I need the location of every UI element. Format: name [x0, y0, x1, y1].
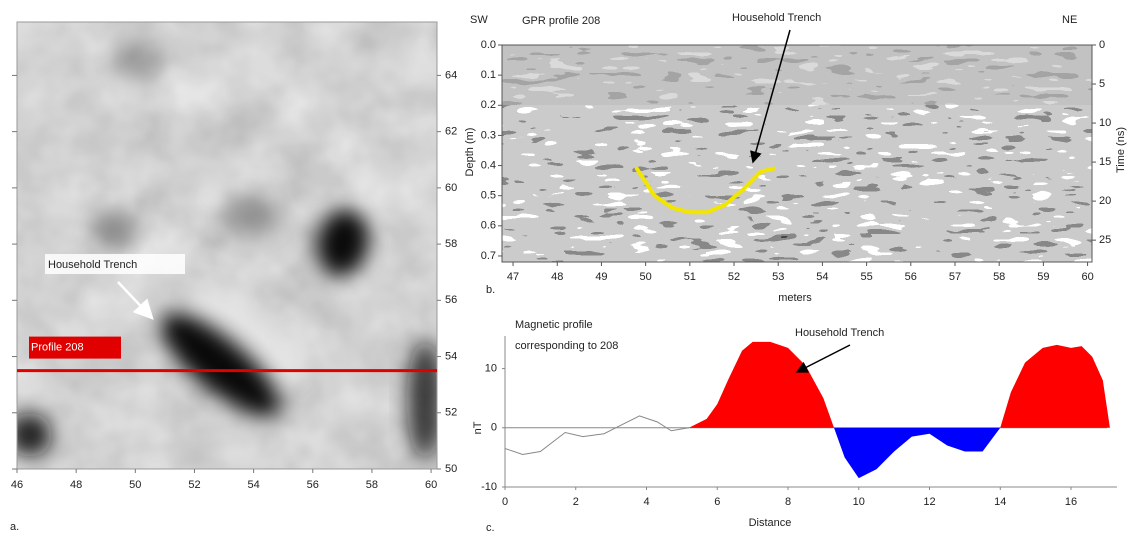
panel-label: c. — [486, 522, 495, 534]
y2-tick-label: 0 — [1099, 39, 1105, 51]
x-tick-label: 58 — [366, 479, 378, 491]
x-tick-label: 46 — [11, 479, 23, 491]
x-tick-label: 51 — [684, 271, 696, 283]
panel-label: b. — [486, 284, 495, 296]
y-tick-label: 54 — [445, 350, 457, 362]
x-tick-label: 52 — [188, 479, 200, 491]
anomaly — [316, 209, 370, 277]
x-tick-label: 60 — [1081, 271, 1093, 283]
y-tick-label: 56 — [445, 294, 457, 306]
x-tick-label: 54 — [247, 479, 259, 491]
profile-label-bg — [29, 336, 121, 359]
x-tick-label: 56 — [307, 479, 319, 491]
y-tick-label: 50 — [445, 463, 457, 475]
x-tick-label: 49 — [595, 271, 607, 283]
y-tick-label: 62 — [445, 126, 457, 138]
y-tick-label: 0.7 — [481, 250, 496, 262]
y-tick-label: 0.5 — [481, 190, 496, 202]
x-tick-label: 56 — [905, 271, 917, 283]
x-tick-label: 14 — [994, 496, 1006, 508]
profile-label: Profile 208 — [31, 342, 84, 354]
radargram-fade — [502, 45, 1092, 105]
x-tick-label: 10 — [853, 496, 865, 508]
positive-area — [688, 341, 1110, 428]
annotation: Household Trench — [48, 259, 137, 271]
y-tick-label: 10 — [485, 362, 497, 374]
annotation: Household Trench — [732, 12, 821, 24]
y-tick-label: -10 — [481, 481, 497, 493]
right-end: NE — [1062, 14, 1077, 26]
annotation-bg — [45, 254, 185, 274]
anomaly — [220, 193, 280, 237]
radargram-frame — [501, 44, 1093, 263]
x-tick-label: 59 — [1037, 271, 1049, 283]
y2-tick-label: 25 — [1099, 234, 1111, 246]
x-tick-label: 48 — [70, 479, 82, 491]
panel-label: a. — [10, 521, 19, 533]
x-tick-label: 57 — [949, 271, 961, 283]
annotation: Household Trench — [795, 327, 884, 339]
x-tick-label: 8 — [785, 496, 791, 508]
profile-line — [504, 415, 690, 455]
anomaly — [407, 340, 437, 460]
title-line: corresponding to 208 — [515, 340, 618, 352]
x-tick-label: 4 — [643, 496, 649, 508]
x-tick-label: 50 — [640, 271, 652, 283]
x-axis-label: meters — [778, 292, 812, 304]
x-tick-label: 48 — [551, 271, 563, 283]
x-tick-label: 55 — [860, 271, 872, 283]
y-axis-label: Depth (m) — [464, 128, 476, 177]
anomaly — [187, 286, 303, 384]
y-tick-label: 64 — [445, 69, 457, 81]
x-tick-label: 52 — [728, 271, 740, 283]
title-line: Magnetic profile — [515, 319, 593, 331]
y-axis-label: nT — [472, 421, 484, 434]
y2-tick-label: 5 — [1099, 78, 1105, 90]
y-tick-label: 0.6 — [481, 220, 496, 232]
x-tick-label: 53 — [772, 271, 784, 283]
x-tick-label: 2 — [573, 496, 579, 508]
x-tick-label: 16 — [1065, 496, 1077, 508]
x-tick-label: 6 — [714, 496, 720, 508]
y-tick-label: 0.0 — [481, 39, 496, 51]
y-tick-label: 52 — [445, 407, 457, 419]
y-tick-label: 0.2 — [481, 99, 496, 111]
y2-tick-label: 20 — [1099, 195, 1111, 207]
y-tick-label: 0.1 — [481, 69, 496, 81]
negative-area — [833, 427, 1001, 479]
x-tick-label: 47 — [507, 271, 519, 283]
x-axis-label: Distance — [749, 517, 792, 529]
title: GPR profile 208 — [522, 15, 600, 27]
trench-outline — [634, 166, 776, 215]
map-image — [17, 22, 437, 469]
annotation-arrow — [750, 29, 791, 164]
y-tick-label: 0.3 — [481, 129, 496, 141]
anomaly — [115, 40, 165, 80]
anomaly — [93, 212, 137, 248]
x-tick-label: 54 — [816, 271, 828, 283]
anomaly — [17, 413, 52, 457]
y-tick-label: 60 — [445, 182, 457, 194]
y2-tick-label: 10 — [1099, 117, 1111, 129]
map-frame — [16, 21, 438, 470]
x-tick-label: 58 — [993, 271, 1005, 283]
y2-tick-label: 15 — [1099, 156, 1111, 168]
y-tick-label: 0.4 — [481, 159, 496, 171]
y-tick-label: 58 — [445, 238, 457, 250]
annotation-arrow — [117, 281, 154, 320]
x-tick-label: 12 — [923, 496, 935, 508]
left-end: SW — [470, 14, 488, 26]
x-tick-label: 60 — [425, 479, 437, 491]
y-tick-label: 0 — [491, 422, 497, 434]
annotation-arrow — [795, 344, 851, 373]
x-tick-label: 0 — [502, 496, 508, 508]
x-tick-label: 50 — [129, 479, 141, 491]
anomaly — [160, 312, 280, 418]
y2-axis-label: Time (ns) — [1115, 127, 1127, 173]
